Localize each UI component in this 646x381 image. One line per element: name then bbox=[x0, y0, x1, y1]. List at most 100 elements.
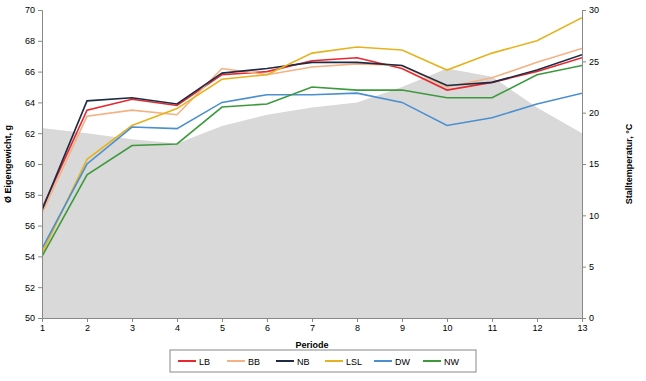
temperature-area bbox=[42, 69, 582, 318]
axis-line bbox=[43, 319, 583, 323]
legend-label: LSL bbox=[346, 357, 362, 367]
legend-label: BB bbox=[248, 357, 260, 367]
tick-mark bbox=[177, 318, 178, 322]
tick-mark bbox=[38, 102, 42, 103]
tick-label: 12 bbox=[532, 323, 542, 333]
tick-label: 9 bbox=[400, 323, 405, 333]
series-line bbox=[42, 65, 582, 256]
tick: 64 bbox=[25, 98, 42, 108]
tick: 8 bbox=[355, 318, 360, 333]
tick: 30 bbox=[582, 5, 599, 15]
tick-mark bbox=[38, 256, 42, 257]
tick-label: 52 bbox=[25, 283, 35, 293]
tick: 9 bbox=[400, 318, 405, 333]
tick-mark bbox=[582, 10, 586, 11]
tick-mark bbox=[87, 318, 88, 322]
tick-label: 20 bbox=[589, 108, 599, 118]
legend: LB BB NB LSL DW NW bbox=[170, 350, 476, 372]
tick: 13 bbox=[577, 318, 587, 333]
y-axis-title: Ø Eigengewicht, g bbox=[3, 125, 13, 203]
tick-label: 7 bbox=[310, 323, 315, 333]
tick-label: 4 bbox=[175, 323, 180, 333]
tick-mark bbox=[38, 195, 42, 196]
legend-swatch bbox=[276, 360, 294, 362]
tick-mark bbox=[492, 318, 493, 322]
legend-swatch bbox=[374, 360, 392, 362]
tick: 25 bbox=[582, 57, 599, 67]
tick-mark bbox=[582, 164, 586, 165]
tick: 68 bbox=[25, 36, 42, 46]
legend-swatch bbox=[178, 360, 196, 362]
legend-item: DW bbox=[374, 357, 410, 367]
axis: 12345678910111213 bbox=[40, 318, 588, 333]
tick-label: 8 bbox=[355, 323, 360, 333]
tick-label: 15 bbox=[589, 159, 599, 169]
tick-label: 64 bbox=[25, 98, 35, 108]
legend-item: NW bbox=[423, 357, 459, 367]
tick-label: 0 bbox=[589, 313, 594, 323]
axis: 0 5 10 15 20 25 30 bbox=[582, 5, 599, 323]
tick-mark bbox=[132, 318, 133, 322]
tick: 60 bbox=[25, 159, 42, 169]
legend-item: BB bbox=[227, 357, 260, 367]
tick: 66 bbox=[25, 67, 42, 77]
tick-mark bbox=[402, 318, 403, 322]
tick-label: 56 bbox=[25, 221, 35, 231]
tick: 5 bbox=[220, 318, 225, 333]
tick-mark bbox=[312, 318, 313, 322]
legend-label: DW bbox=[395, 357, 410, 367]
legend-box bbox=[170, 350, 476, 372]
tick-label: 60 bbox=[25, 159, 35, 169]
tick-mark bbox=[357, 318, 358, 322]
tick: 54 bbox=[25, 252, 42, 262]
tick-label: 5 bbox=[220, 323, 225, 333]
tick-mark bbox=[582, 61, 586, 62]
tick-mark bbox=[537, 318, 538, 322]
tick-label: 54 bbox=[25, 252, 35, 262]
axis-line bbox=[38, 11, 43, 319]
tick-label: 25 bbox=[589, 57, 599, 67]
legend-item: LSL bbox=[325, 357, 362, 367]
tick: 58 bbox=[25, 190, 42, 200]
tick-mark bbox=[582, 215, 586, 216]
x-axis-title: Periode bbox=[295, 340, 328, 350]
legend-label: NW bbox=[444, 357, 459, 367]
y2-axis-title: Stalltemperatur, °C bbox=[624, 123, 634, 204]
tick-label: 6 bbox=[265, 323, 270, 333]
legend-swatch bbox=[227, 360, 245, 362]
tick: 62 bbox=[25, 129, 42, 139]
axis-line bbox=[583, 11, 587, 319]
tick-label: 10 bbox=[442, 323, 452, 333]
tick-mark bbox=[38, 318, 42, 319]
tick-mark bbox=[267, 318, 268, 322]
tick-label: 70 bbox=[25, 5, 35, 15]
series-line bbox=[42, 18, 582, 254]
tick-mark bbox=[447, 318, 448, 322]
tick: 20 bbox=[582, 108, 599, 118]
tick: 12 bbox=[532, 318, 542, 333]
tick-mark bbox=[38, 10, 42, 11]
tick-mark bbox=[582, 318, 586, 319]
tick-label: 66 bbox=[25, 67, 35, 77]
legend-item: LB bbox=[178, 357, 210, 367]
legend-item: NB bbox=[276, 357, 310, 367]
tick-mark bbox=[38, 287, 42, 288]
tick: 11 bbox=[488, 318, 497, 333]
axis: 5052545658606264666870 bbox=[25, 5, 43, 323]
tick-label: 68 bbox=[25, 36, 35, 46]
tick: 0 bbox=[582, 313, 594, 323]
tick-label: 1 bbox=[40, 323, 45, 333]
legend-label: NB bbox=[297, 357, 310, 367]
tick-label: 10 bbox=[589, 211, 599, 221]
tick-label: 5 bbox=[589, 262, 594, 272]
tick: 7 bbox=[310, 318, 315, 333]
tick: 4 bbox=[175, 318, 180, 333]
tick-mark bbox=[38, 72, 42, 73]
tick-mark bbox=[582, 267, 586, 268]
tick: 56 bbox=[25, 221, 42, 231]
tick-label: 30 bbox=[589, 5, 599, 15]
tick: 52 bbox=[25, 283, 42, 293]
tick: 15 bbox=[582, 159, 599, 169]
tick: 3 bbox=[130, 318, 135, 333]
tick-mark bbox=[38, 226, 42, 227]
